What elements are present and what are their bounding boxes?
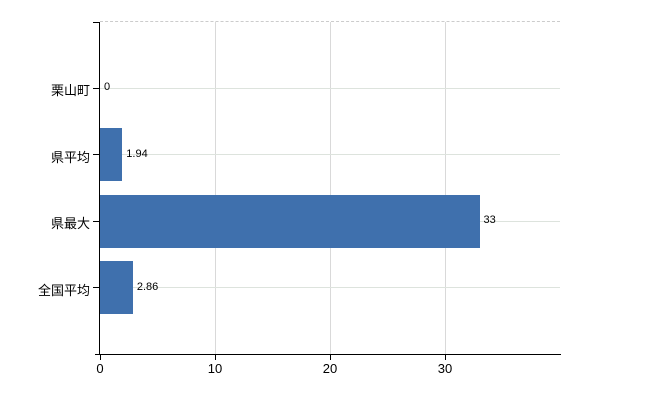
bar-value-label: 33 — [483, 214, 496, 227]
y-axis-tick — [93, 287, 100, 289]
category-gridline — [100, 154, 560, 156]
bar — [100, 194, 480, 248]
category-label: 栗山町 — [50, 83, 90, 99]
y-axis-line — [99, 22, 100, 355]
x-gridline — [330, 22, 331, 354]
x-gridline — [215, 22, 216, 354]
bar — [100, 128, 123, 182]
y-axis-tick — [93, 154, 100, 156]
x-axis-tick — [100, 354, 101, 360]
x-tick-label: 10 — [207, 361, 223, 376]
bar-value-label: 0 — [104, 81, 111, 94]
x-tick-label: 20 — [322, 361, 338, 376]
category-label: 県平均 — [50, 149, 90, 165]
x-axis-tick — [330, 354, 331, 360]
bar — [100, 261, 133, 315]
bar-value-label: 2.86 — [136, 280, 159, 293]
category-gridline — [100, 287, 560, 289]
x-axis-tick — [215, 354, 216, 360]
y-axis-tick — [93, 22, 100, 23]
x-tick-label: 0 — [96, 361, 104, 376]
x-axis-tick — [445, 354, 446, 360]
category-label: 全国平均 — [37, 282, 90, 298]
x-gridline — [445, 22, 446, 354]
bar-value-label: 1.94 — [126, 147, 148, 160]
y-axis-tick — [93, 220, 100, 222]
x-axis-line — [95, 354, 561, 355]
y-axis-tick — [93, 87, 100, 89]
category-gridline — [100, 87, 560, 89]
plot-top-border — [100, 21, 560, 22]
category-label: 県最大 — [50, 216, 90, 232]
x-tick-label: 30 — [437, 361, 453, 376]
